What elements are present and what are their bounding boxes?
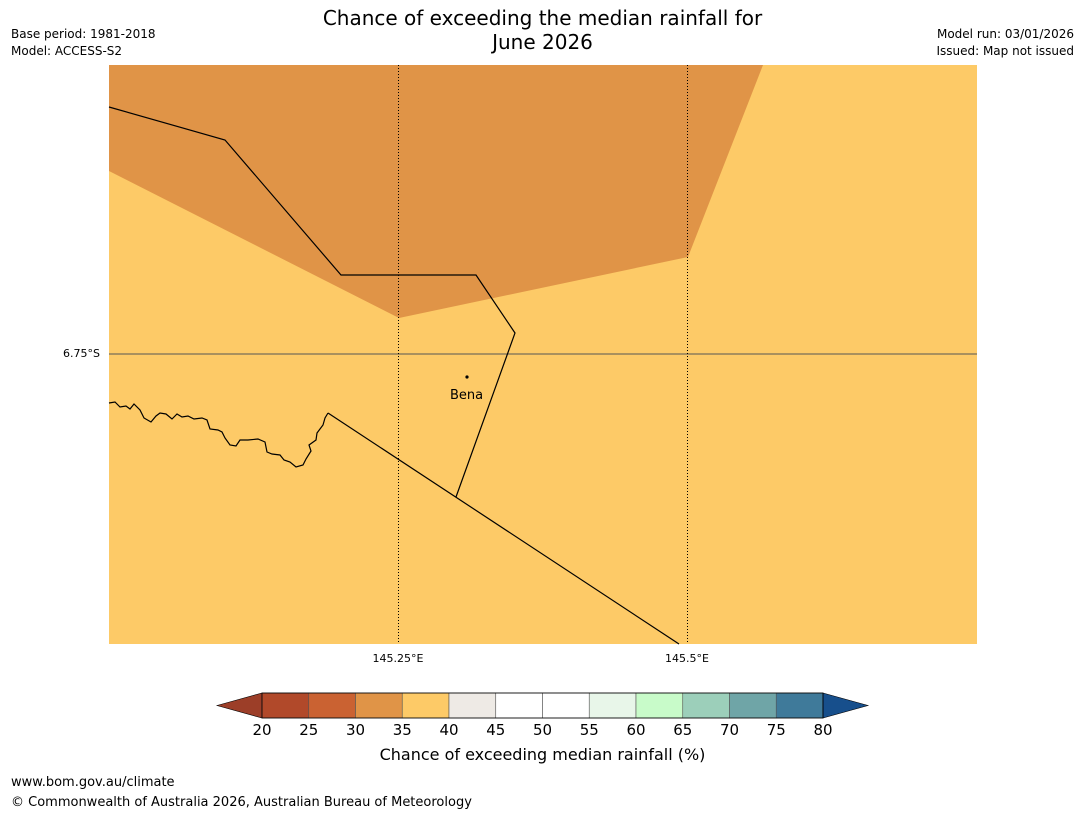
band-30-35-region	[109, 65, 763, 318]
river-boundary	[108, 401, 329, 468]
colorbar-tick-label: 55	[580, 721, 599, 739]
colorbar-extend-high	[822, 692, 870, 719]
colorbar-segment	[495, 692, 543, 719]
colorbar-segment	[682, 692, 730, 719]
colorbar-segment	[588, 692, 637, 719]
colorbar-tick-label: 80	[813, 721, 832, 739]
colorbar-segment	[355, 692, 403, 719]
longitude-label-1: 145.25°E	[372, 652, 424, 665]
colorbar-tick-label: 65	[673, 721, 692, 739]
colorbar-segment	[775, 692, 824, 719]
colorbar-segment	[542, 692, 590, 719]
colorbar-extend-low	[215, 692, 263, 719]
map-title: Chance of exceeding the median rainfall …	[0, 6, 1085, 54]
colorbar-tick-label: 75	[767, 721, 786, 739]
colorbar-segment	[401, 692, 450, 719]
colorbar-tick-label: 60	[626, 721, 645, 739]
colorbar-tick-label: 45	[486, 721, 505, 739]
town-marker	[465, 375, 469, 379]
town-label: Bena	[450, 388, 484, 403]
colorbar-tick-label: 30	[346, 721, 365, 739]
colorbar-tick-label: 70	[720, 721, 739, 739]
province-boundary-north	[108, 106, 516, 498]
footer-copyright: © Commonwealth of Australia 2026, Austra…	[11, 795, 472, 810]
model-name: Model: ACCESS-S2	[11, 44, 123, 58]
colorbar-segment	[448, 692, 497, 719]
footer-url[interactable]: www.bom.gov.au/climate	[11, 775, 175, 790]
colorbar-tick-label: 25	[299, 721, 318, 739]
colorbar-tick-label: 35	[393, 721, 412, 739]
colorbar-tick-label: 50	[533, 721, 552, 739]
colorbar-outline	[261, 692, 824, 719]
base-period: Base period: 1981-2018	[11, 27, 156, 41]
province-boundary-south	[327, 412, 680, 645]
meta-right: Model run: 03/01/2026 Issued: Map not is…	[936, 26, 1074, 60]
issued-status: Issued: Map not issued	[936, 44, 1074, 58]
colorbar-tick-label: 20	[252, 721, 271, 739]
latitude-label: 6.75°S	[63, 347, 100, 360]
longitude-label-2: 145.5°E	[665, 652, 709, 665]
title-line-2: June 2026	[492, 30, 593, 54]
colorbar-segment	[729, 692, 777, 719]
model-run: Model run: 03/01/2026	[936, 27, 1074, 41]
colorbar-segment	[261, 692, 310, 719]
colorbar-segment	[635, 692, 684, 719]
colorbar-title: Chance of exceeding median rainfall (%)	[379, 745, 706, 764]
title-line-1: Chance of exceeding the median rainfall …	[322, 6, 763, 30]
colorbar-segment	[308, 692, 356, 719]
colorbar: 20 25 30 35 40 45 50 55 60 65 70 75 80	[215, 692, 870, 739]
colorbar-tick-label: 40	[439, 721, 458, 739]
meta-left: Base period: 1981-2018 Model: ACCESS-S2	[11, 26, 156, 60]
